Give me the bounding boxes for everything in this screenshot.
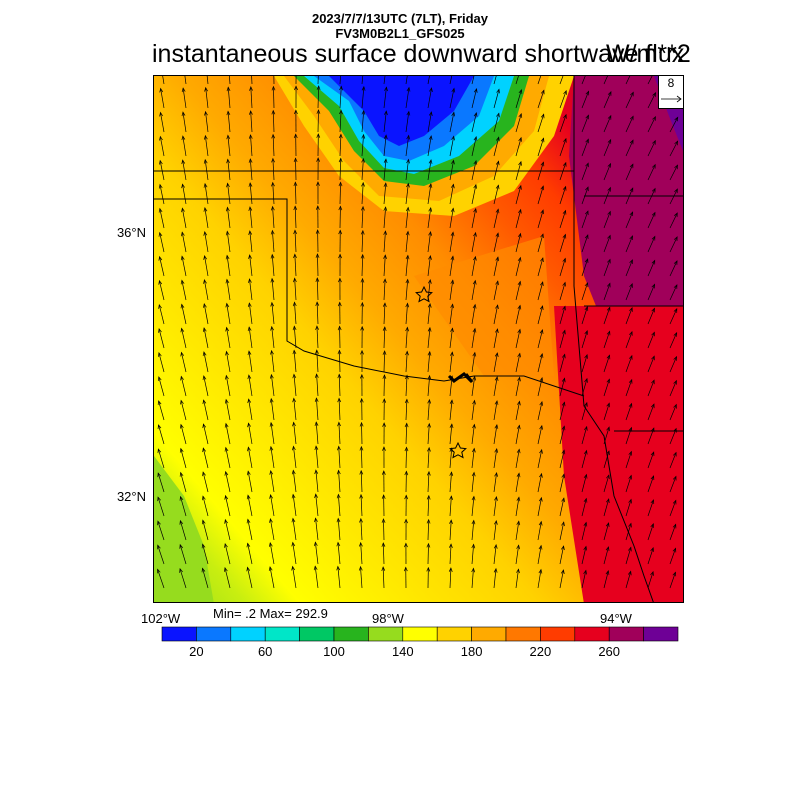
colorbar-swatch <box>574 626 610 642</box>
lat-label-32n: 32°N <box>116 489 146 504</box>
colorbar <box>161 626 679 642</box>
location-star <box>415 285 433 303</box>
flux-low-region <box>154 456 214 602</box>
lon-label-102w: 102°W <box>141 611 181 626</box>
min-max-stats: Min= .2 Max= 292.9 <box>213 606 328 621</box>
map-frame <box>153 75 684 603</box>
vector-reference-label: 8 <box>667 76 675 90</box>
colorbar-swatch <box>608 626 644 642</box>
colorbar-tick-label: 220 <box>529 644 552 659</box>
chart-model-title: FV3M0B2L1_GFS025 <box>335 26 465 41</box>
state-borders <box>154 76 683 602</box>
colorbar-swatch <box>230 626 266 642</box>
colorbar-swatch <box>333 626 369 642</box>
colorbar-swatch <box>299 626 335 642</box>
colorbar-tick-label: 100 <box>323 644 345 659</box>
colorbar-swatch <box>471 626 507 642</box>
colorbar-tick-label: 140 <box>391 644 414 659</box>
shortwave-flux-map <box>154 76 683 602</box>
chart-units-title: W/m**2 <box>606 40 691 68</box>
colorbar-swatch <box>196 626 232 642</box>
wind-vectors <box>156 76 679 589</box>
colorbar-swatch <box>436 626 472 642</box>
lat-label-36n: 36°N <box>116 225 146 240</box>
lake-texoma <box>447 372 474 384</box>
colorbar-swatch <box>368 626 404 642</box>
colorbar-tick-label: 60 <box>257 644 273 659</box>
chart-variable-title: instantaneous surface downward shortwave… <box>152 40 685 68</box>
chart-date-title: 2023/7/7/13UTC (7LT), Friday <box>311 11 489 26</box>
colorbar-tick-label: 20 <box>189 644 204 659</box>
colorbar-tick-label: 180 <box>460 644 483 659</box>
colorbar-swatch <box>643 626 679 642</box>
colorbar-swatch <box>540 626 576 642</box>
lon-label-98w: 98°W <box>372 611 404 626</box>
vector-reference-arrow <box>661 95 682 103</box>
colorbar-swatch <box>264 626 300 642</box>
cloud-shadow-region <box>274 76 574 216</box>
colorbar-tick-label: 260 <box>598 644 621 659</box>
lon-label-94w: 94°W <box>600 611 632 626</box>
flux-mid-region <box>414 236 554 376</box>
vector-reference-box: 8 <box>658 75 684 109</box>
colorbar-swatch <box>161 626 197 642</box>
colorbar-swatch <box>402 626 438 642</box>
colorbar-swatch <box>505 626 541 642</box>
